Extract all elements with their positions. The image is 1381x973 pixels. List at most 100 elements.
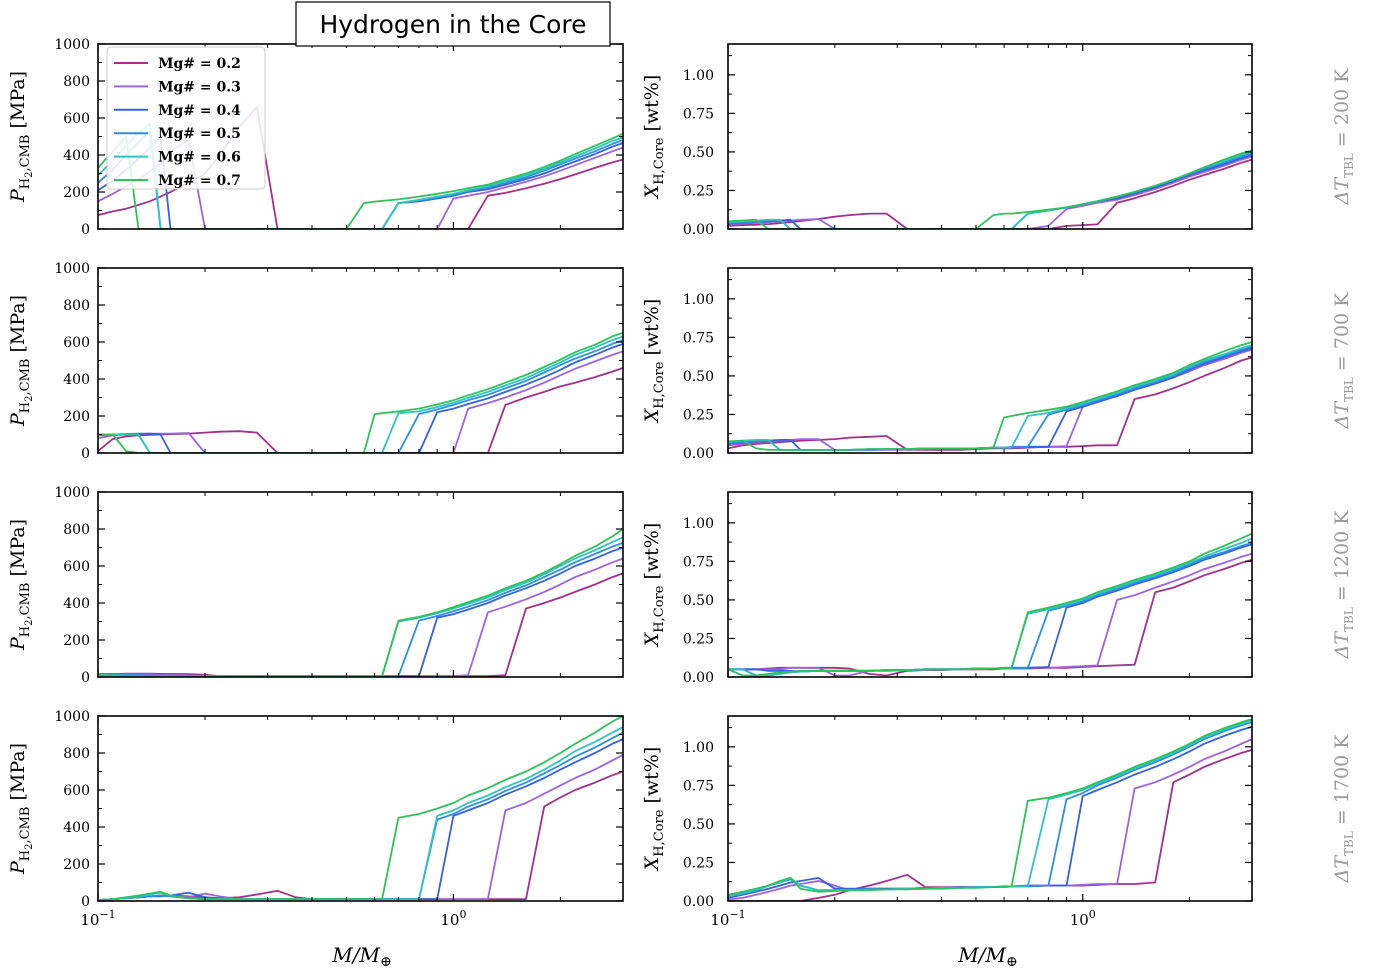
- x-axis-label-right: M/M⊕: [957, 943, 1017, 970]
- y-tick-label: 200: [63, 409, 90, 425]
- y-tick-label: 400: [63, 148, 90, 164]
- y-tick-label: 600: [63, 559, 90, 575]
- legend-label-mg-7: Mg# = 0.7: [158, 173, 241, 189]
- y-label-main: X: [641, 631, 663, 648]
- y-label-sub: H: [18, 626, 33, 637]
- series-line-mg-7: [98, 528, 623, 677]
- y-label-sub3: ,CMB: [18, 583, 33, 620]
- y-label-sub: H,Core: [652, 585, 667, 632]
- y-label-sub: H: [18, 402, 33, 413]
- series-line-mg-3: [728, 738, 1252, 901]
- legend-frame: [106, 46, 266, 190]
- y-label-sub: H: [18, 178, 33, 189]
- y-tick-label: 800: [63, 74, 90, 90]
- series-line-mg-2: [98, 770, 623, 901]
- y-tick-label: 1000: [54, 37, 90, 53]
- series-line-mg-2: [98, 367, 623, 453]
- x-label-text-right: M/M: [957, 943, 1006, 967]
- row-label-delta-t: ΔTTBL = 700 K: [1331, 292, 1356, 430]
- legend-items: Mg# = 0.2 Mg# = 0.3 Mg# = 0.4 Mg# = 0.5 Mg# …: [114, 56, 241, 189]
- y-tick-label: 0.00: [683, 222, 714, 238]
- series-line-mg-6: [98, 536, 623, 677]
- series-line-mg-5: [728, 542, 1252, 677]
- y-tick-label: 0.00: [683, 670, 714, 686]
- legend-label-mg-5: Mg# = 0.5: [158, 126, 241, 142]
- series-line-mg-7: [728, 532, 1252, 677]
- series-line-mg-6: [98, 335, 623, 453]
- y-label-sub2: 2: [24, 396, 35, 402]
- y-tick-label: 0.50: [683, 593, 714, 609]
- y-tick-label: 0.00: [683, 894, 714, 910]
- y-tick-label: 400: [63, 820, 90, 836]
- y-label-sub: H,Core: [652, 809, 667, 856]
- panel-hydrogen-row-2: 0.00 0.25 0.50 0.75 1.00 XH,Core [wt%]: [641, 491, 1253, 686]
- y-tick-label: 400: [63, 372, 90, 388]
- y-tick-label: 0: [81, 894, 90, 910]
- x-axis-label-left: M/M⊕: [331, 943, 391, 970]
- y-tick-label: 1000: [54, 709, 90, 725]
- y-tick-label: 1000: [54, 261, 90, 277]
- y-axis-label: XH,Core [wt%]: [641, 747, 667, 873]
- y-axis-label: PH2,CMB [MPa]: [7, 71, 35, 203]
- x-tick-exp: 0: [1089, 908, 1096, 921]
- y-label-unit: [wt%]: [641, 747, 663, 810]
- series-line-mg-3: [728, 348, 1252, 451]
- series-line-mg-3: [98, 350, 623, 453]
- panel-pressure-row-0: 0 200 400 600 800 1000 PH2,CMB [MPa]: [7, 37, 624, 238]
- panel-pressure-row-2: 0 200 400 600 800 1000 PH2,CMB [MPa]: [7, 485, 624, 686]
- series-line-mg-7: [728, 718, 1252, 896]
- y-tick-label: 800: [63, 298, 90, 314]
- x-tick-exp: −1: [99, 908, 115, 921]
- row-label-delta-t: ΔTTBL = 200 K: [1331, 68, 1356, 206]
- y-label-main: P: [7, 636, 29, 651]
- y-label-sub2: 2: [24, 620, 35, 626]
- series-line-mg-6: [728, 344, 1252, 451]
- row-label-delta-t: ΔTTBL = 1200 K: [1331, 510, 1356, 660]
- x-tick-base: 10: [440, 911, 459, 929]
- series-line-mg-2: [728, 749, 1252, 901]
- x-label-text-left: M/M: [331, 943, 380, 967]
- series-line-mg-5: [98, 129, 623, 229]
- y-tick-label: 800: [63, 746, 90, 762]
- series-line-mg-7: [728, 149, 1252, 229]
- y-label-sub3: ,CMB: [18, 359, 33, 396]
- row-label-value: = 200 K: [1331, 68, 1353, 153]
- y-tick-label: 0.00: [683, 446, 714, 462]
- row-label-main: ΔT: [1331, 855, 1353, 884]
- row-label-value: = 1700 K: [1331, 734, 1353, 831]
- series-group: [728, 532, 1252, 677]
- y-label-sub3: ,CMB: [18, 135, 33, 172]
- y-label-unit: [wt%]: [641, 75, 663, 138]
- y-label-unit: [wt%]: [641, 523, 663, 586]
- y-label-sub: H: [18, 850, 33, 861]
- y-label-unit: [MPa]: [7, 743, 29, 807]
- row-label-main: ΔT: [1331, 401, 1353, 430]
- series-line-mg-2: [728, 558, 1252, 677]
- y-label-main: X: [641, 183, 663, 200]
- y-tick-label: 600: [63, 335, 90, 351]
- y-label-main: P: [7, 860, 29, 875]
- x-tick-exp: 0: [459, 908, 466, 921]
- y-tick-label: 0.75: [683, 778, 714, 794]
- series-group: [728, 341, 1252, 451]
- series-line-mg-3: [728, 155, 1252, 229]
- panel-hydrogen-row-0: 0.00 0.25 0.50 0.75 1.00 XH,Core [wt%]: [641, 43, 1253, 238]
- y-label-sub2: 2: [24, 844, 35, 850]
- series-line-mg-5: [728, 721, 1252, 898]
- series-line-mg-7: [728, 341, 1252, 451]
- series-line-mg-2: [728, 158, 1252, 229]
- y-tick-label: 0.25: [683, 183, 714, 199]
- series-group: [728, 149, 1252, 229]
- y-label-sub: H,Core: [652, 361, 667, 408]
- series-line-mg-5: [98, 731, 623, 901]
- axes-frame: [727, 491, 1253, 678]
- y-tick-label: 1.00: [683, 516, 714, 532]
- axes-frame: [97, 491, 624, 678]
- legend-label-mg-6: Mg# = 0.6: [158, 150, 241, 166]
- x-tick-label: 100: [1070, 908, 1096, 929]
- row-label-main: ΔT: [1331, 631, 1353, 660]
- y-tick-label: 0: [81, 670, 90, 686]
